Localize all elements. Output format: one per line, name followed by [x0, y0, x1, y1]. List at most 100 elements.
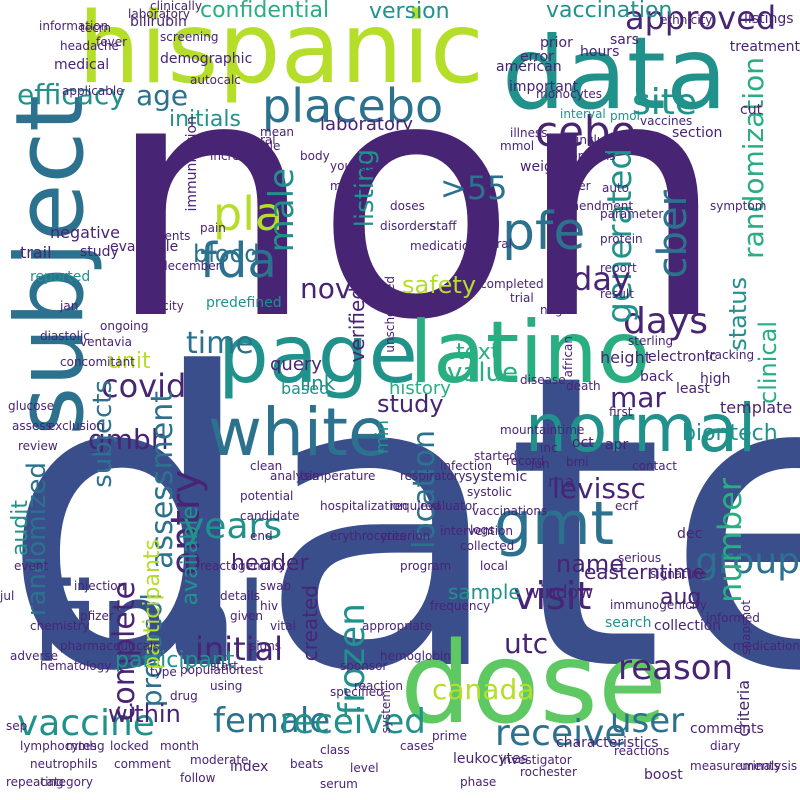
cloud-word: randomization [737, 57, 770, 259]
cloud-word: back [640, 369, 674, 385]
cloud-word: required [390, 499, 441, 513]
cloud-word: applicable [62, 84, 124, 98]
cloud-word: vaccinations [472, 504, 548, 518]
cloud-word: history [389, 378, 451, 399]
cloud-word: urinalysis [740, 759, 798, 773]
cloud-word: glucose [8, 399, 55, 413]
cloud-word: headache [60, 39, 119, 53]
cloud-word: sample [448, 580, 521, 604]
cloud-word: study [80, 244, 119, 260]
cloud-word: site [632, 82, 698, 123]
cloud-word: systolic [467, 485, 512, 499]
cloud-word: collection [654, 618, 722, 634]
cloud-word: dose [400, 619, 667, 749]
cloud-word: temperature [300, 469, 376, 483]
cloud-word: increased [210, 149, 269, 163]
cloud-word: ongoing [100, 319, 149, 333]
cloud-word: neg [540, 303, 563, 317]
cloud-word: efficacy [17, 78, 126, 111]
cloud-word: weight [520, 159, 568, 175]
cloud-word: mass [330, 179, 362, 193]
cloud-word: drug [170, 689, 198, 703]
cloud-word: link [300, 371, 336, 395]
cloud-word: symptom [710, 199, 767, 213]
cloud-word: class [320, 743, 350, 757]
cloud-word: follow [180, 771, 216, 785]
cloud-word: normal [525, 390, 757, 467]
cloud-word: created [298, 585, 322, 662]
cloud-word: start [210, 659, 238, 673]
cloud-word: group [695, 541, 800, 582]
cloud-word: assess [12, 419, 52, 433]
cloud-word: based [281, 379, 330, 398]
cloud-word: central [470, 237, 512, 251]
cloud-word: locked [110, 739, 149, 753]
cloud-word: laboratory [128, 7, 191, 21]
cloud-word: screening [160, 30, 219, 44]
cloud-word: treatment [729, 39, 800, 55]
cloud-word: moderate [190, 753, 249, 767]
cloud-word: event [14, 559, 49, 573]
cloud-word: disease [520, 373, 566, 387]
cloud-word: error [520, 49, 554, 65]
cloud-word: neutrophils [30, 757, 98, 771]
cloud-word: reactions [614, 744, 670, 758]
cloud-word: levissc [552, 472, 646, 505]
cloud-word: hospitalization [320, 499, 408, 513]
cloud-word: diary [710, 739, 741, 753]
cloud-word: mmhg [66, 739, 105, 753]
cloud-word: male [262, 168, 302, 253]
cloud-word: test [240, 663, 264, 677]
cloud-word: respiratory [400, 469, 466, 483]
cloud-word: chemistry [30, 619, 90, 633]
cloud-word: program [400, 559, 452, 573]
cloud-word: apr [605, 437, 629, 453]
cloud-word: years [183, 506, 283, 547]
cloud-word: >55 [440, 169, 508, 207]
cloud-word: template [720, 398, 793, 417]
cloud-word: african [561, 336, 575, 378]
cloud-word: reason [618, 648, 734, 688]
cloud-word: immunogenicity [610, 598, 707, 612]
cloud-word: staff [430, 219, 457, 233]
cloud-word: exclusion [48, 419, 105, 433]
cloud-word: result [600, 287, 634, 301]
cloud-word: hemoglobin [380, 649, 451, 663]
cloud-word: safety [402, 271, 477, 299]
cloud-word: height [600, 348, 651, 367]
cloud-word: nov [300, 272, 352, 305]
cloud-word: serious [618, 551, 662, 565]
cloud-word: time [186, 326, 254, 361]
cloud-word: parameter [600, 207, 664, 221]
cloud-word: table [250, 139, 281, 153]
cloud-word: within [108, 700, 181, 728]
cloud-word: hiv [260, 599, 279, 613]
cloud-word: female [213, 701, 331, 741]
cloud-word: systemic [465, 469, 528, 485]
cloud-word: review [18, 439, 58, 453]
cloud-word: evaluable [110, 239, 179, 255]
cloud-word: number [711, 478, 749, 603]
cloud-word: evaluator [420, 499, 478, 513]
cloud-word: boost [644, 767, 683, 783]
cloud-word: text [456, 340, 500, 365]
cloud-word: sterling [628, 334, 674, 348]
cloud-word: serum [320, 777, 358, 791]
cloud-word: injection [74, 579, 126, 593]
cloud-word: mar [610, 381, 666, 414]
cloud-word: vaccine [17, 703, 155, 744]
cloud-word: cut [740, 102, 763, 118]
cloud-word: pmol [610, 109, 640, 123]
cloud-word: visit [513, 574, 592, 618]
cloud-word: clinically [150, 0, 202, 13]
cloud-word: phase [460, 775, 497, 789]
cloud-word: important [509, 79, 579, 95]
cloud-word: placebo [262, 79, 444, 133]
cloud-word: data [502, 15, 728, 132]
cloud-word: medication [733, 639, 800, 653]
cloud-word: covid [101, 367, 187, 405]
cloud-word: ethnicity [660, 13, 713, 27]
cloud-word: negative [50, 223, 120, 242]
cloud-word: page [218, 308, 418, 401]
cloud-word: version [369, 0, 450, 24]
